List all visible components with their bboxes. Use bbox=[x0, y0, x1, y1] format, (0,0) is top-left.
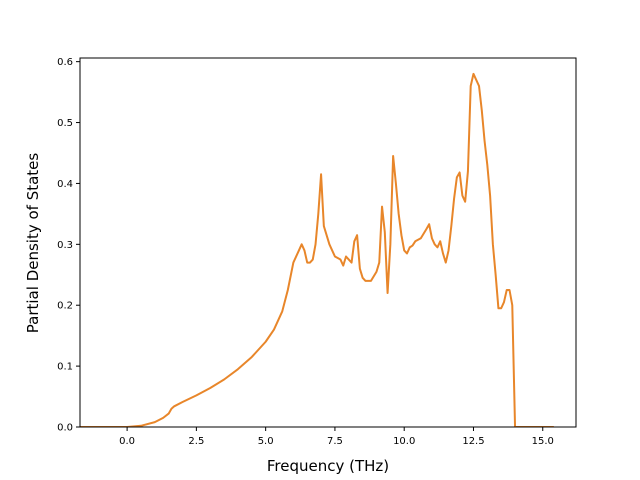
series-line-0 bbox=[80, 72, 554, 427]
y-tick-label: 0.4 bbox=[57, 179, 73, 190]
x-tick-label: 2.5 bbox=[188, 436, 204, 447]
y-axis-ticks: 0.0 0.1 0.2 0.3 0.4 0.5 0.6 bbox=[57, 57, 80, 434]
x-tick-label: 10.0 bbox=[393, 436, 415, 447]
x-tick-label: 0.0 bbox=[119, 436, 135, 447]
x-tick-label: 15.0 bbox=[532, 436, 554, 447]
plot-frame bbox=[79, 57, 577, 428]
y-tick-label: 0.3 bbox=[57, 240, 73, 251]
x-tick-label: 7.5 bbox=[327, 436, 343, 447]
y-tick-label: 0.1 bbox=[57, 362, 73, 373]
x-tick-label: 12.5 bbox=[462, 436, 484, 447]
x-axis-ticks: 0.0 2.5 5.0 7.5 10.0 12.5 15.0 bbox=[119, 427, 554, 447]
y-axis-label: Partial Density of States bbox=[24, 153, 42, 334]
x-axis-label: Frequency (THz) bbox=[267, 457, 389, 475]
y-tick-label: 0.0 bbox=[57, 423, 73, 434]
x-tick-label: 5.0 bbox=[258, 436, 274, 447]
y-tick-label: 0.6 bbox=[57, 57, 73, 68]
plot-lines bbox=[80, 72, 554, 427]
y-tick-label: 0.2 bbox=[57, 301, 73, 312]
y-tick-label: 0.5 bbox=[57, 118, 73, 129]
